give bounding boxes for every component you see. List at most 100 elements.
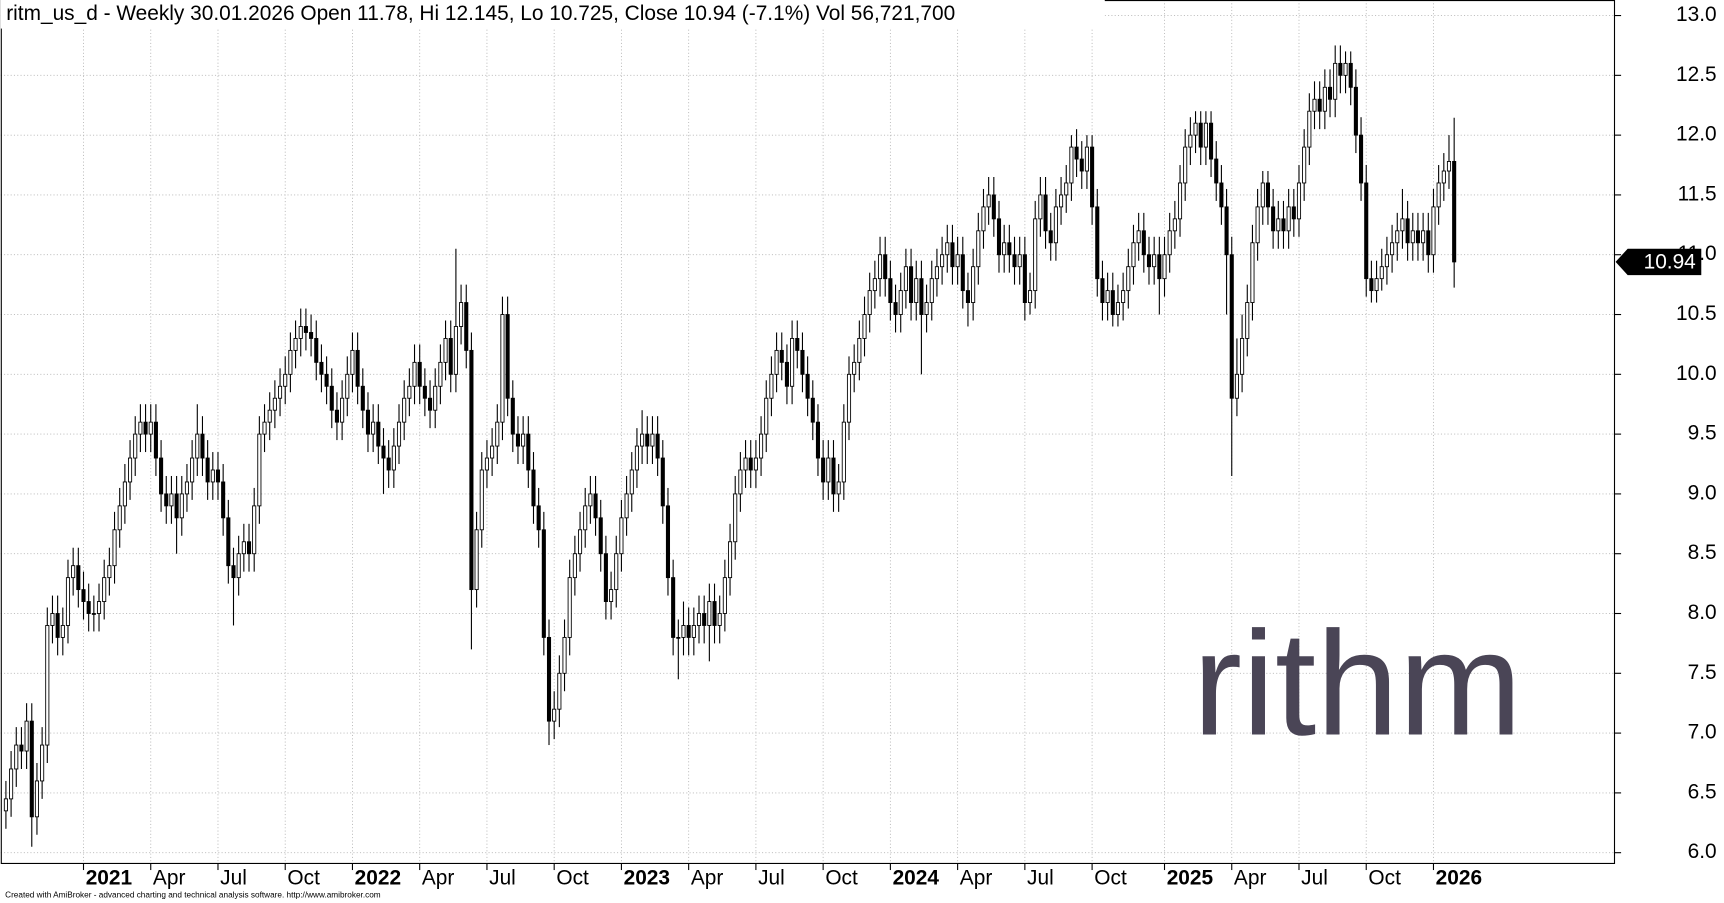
y-tick-label: 7.5: [1688, 661, 1717, 684]
candle-body: [246, 541, 252, 555]
candle-body: [795, 338, 800, 351]
candle-body: [779, 349, 784, 363]
candle-body: [391, 445, 396, 471]
y-tick-label: 6.5: [1688, 780, 1717, 803]
candle-body: [179, 493, 184, 519]
candle-body: [557, 672, 562, 710]
candle-body: [971, 266, 976, 304]
candle-body: [19, 744, 24, 752]
candle-body: [960, 254, 965, 292]
candle-body: [1038, 194, 1043, 220]
candle-body: [1136, 230, 1141, 244]
candle-body: [1400, 218, 1405, 232]
candle-body: [1069, 146, 1074, 184]
candle-body: [883, 254, 888, 280]
candle-body: [1059, 194, 1064, 208]
candle-body: [614, 553, 619, 591]
candle-body: [1338, 62, 1343, 76]
candle-body: [1017, 254, 1022, 268]
candle-body: [453, 326, 458, 375]
candle-body: [1384, 254, 1389, 268]
candle-body: [877, 254, 883, 280]
candle-body: [195, 433, 200, 459]
candle-body: [76, 565, 81, 591]
candle-body: [1172, 218, 1177, 232]
candle-body: [1027, 290, 1033, 304]
candle-body: [671, 577, 676, 638]
candle-body: [536, 505, 541, 531]
candle-body: [55, 613, 60, 638]
candle-body: [319, 361, 324, 375]
watermark: rithm: [1193, 602, 1523, 767]
candle-body: [810, 397, 815, 423]
candle-body: [396, 421, 402, 447]
candle-body: [376, 421, 381, 447]
candle-body: [1431, 206, 1436, 256]
candle-body: [784, 361, 789, 387]
candle-body: [293, 338, 298, 351]
candle-body: [360, 385, 365, 411]
candle-body: [867, 290, 872, 315]
candle-body: [753, 457, 758, 471]
candle-body: [645, 433, 650, 447]
candle-body: [1390, 242, 1395, 256]
candle-body: [660, 457, 665, 507]
candle-body: [9, 768, 14, 800]
candle-body: [133, 433, 138, 459]
candle-body: [1214, 158, 1219, 184]
candle-body: [309, 332, 314, 339]
candle-body: [262, 421, 267, 435]
candle-body: [402, 397, 407, 423]
candle-body: [495, 421, 500, 447]
candle-body: [340, 397, 345, 423]
candle-body: [257, 433, 262, 507]
candle-body: [65, 577, 71, 626]
candle-body: [231, 565, 236, 579]
candle-body: [484, 457, 489, 471]
candle-body: [526, 433, 531, 471]
candle-body: [122, 481, 127, 507]
candle-body: [298, 326, 303, 339]
candle-body: [505, 314, 510, 399]
candle-body: [278, 385, 283, 399]
candle-body: [14, 744, 19, 770]
candle-body: [1110, 290, 1115, 315]
candle-body: [422, 385, 427, 399]
y-tick-label: 9.5: [1688, 422, 1717, 445]
candles: [3, 45, 1457, 847]
candle-body: [852, 361, 857, 375]
candle-body: [821, 457, 826, 483]
candle-body: [490, 445, 495, 459]
candle-body: [717, 613, 722, 626]
candle-body: [252, 505, 257, 555]
candle-body: [1441, 170, 1446, 184]
candle-body: [1090, 146, 1095, 208]
candle-body: [438, 361, 443, 387]
candle-body: [1131, 242, 1136, 268]
candle-body: [722, 577, 727, 614]
candle-body: [841, 421, 846, 483]
candle-body: [919, 278, 924, 315]
candle-body: [1369, 278, 1374, 292]
candle-body: [924, 302, 929, 315]
candle-body: [976, 230, 981, 268]
candle-body: [138, 421, 143, 435]
candle-body: [45, 625, 50, 746]
candle-body: [940, 254, 945, 268]
footer: Created with AmiBroker - advanced charti…: [5, 890, 381, 899]
candle-body: [200, 433, 205, 459]
candle-body: [417, 361, 422, 387]
candle-body: [588, 493, 593, 507]
candle-body: [831, 457, 836, 495]
candle-body: [334, 409, 339, 423]
candle-body: [433, 385, 438, 411]
candle-body: [1415, 230, 1420, 244]
candle-body: [443, 338, 448, 363]
candle-body: [1452, 161, 1457, 263]
candle-body: [288, 349, 293, 375]
candle-body: [1152, 254, 1157, 268]
candle-body: [24, 720, 29, 752]
candle-body: [676, 636, 681, 639]
x-tick-label: Apr: [153, 866, 186, 889]
